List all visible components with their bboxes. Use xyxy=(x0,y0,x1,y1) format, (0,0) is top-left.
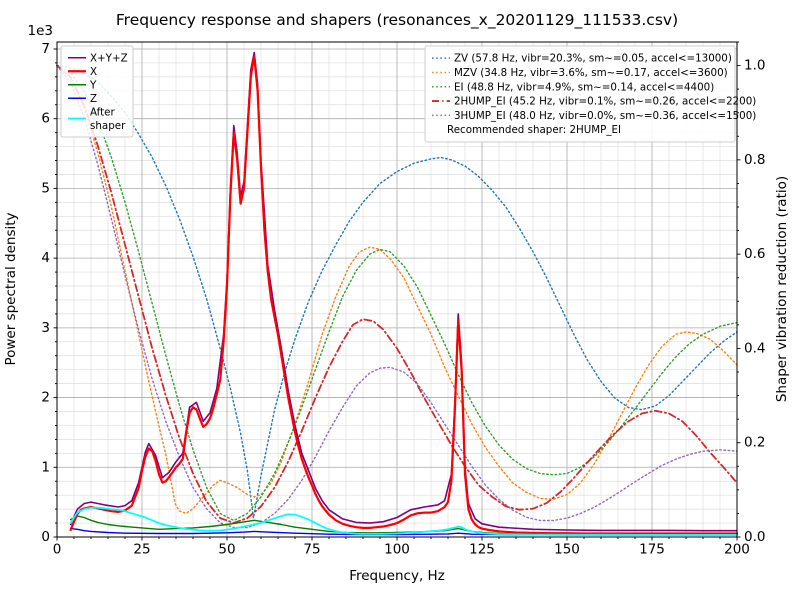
y-tick-label-left: 1 xyxy=(41,459,50,475)
x-tick-label: 175 xyxy=(639,542,665,558)
series-ei xyxy=(56,64,738,522)
x-tick-label: 150 xyxy=(554,542,580,558)
legend-label-mzv: MZV (34.8 Hz, vibr=3.6%, sm~=0.17, accel… xyxy=(454,67,728,79)
y-tick-label-right: 1.0 xyxy=(744,58,765,74)
y-tick-label-left: 5 xyxy=(41,180,50,196)
y-tick-label-left: 3 xyxy=(41,320,50,336)
legend-label-y: Y xyxy=(89,79,97,91)
chart-title: Frequency response and shapers (resonanc… xyxy=(116,11,678,30)
y-tick-label-left: 6 xyxy=(41,111,50,127)
series-after-shaper xyxy=(69,506,738,536)
legend-label-ei: EI (48.8 Hz, vibr=4.9%, sm~=0.14, accel<… xyxy=(454,81,714,93)
y-axis-right-label: Shaper vibration reduction (ratio) xyxy=(774,176,790,402)
legend-shapers-frame xyxy=(424,45,736,143)
legend-label-xyz: X+Y+Z xyxy=(90,52,128,64)
y-axis-offset-text: 1e3 xyxy=(28,23,53,39)
chart-root: 0 25 50 75 100 125 150 175 200 0 1 2 3 4 5 6 7 0.0 0.2 0.4 0… xyxy=(41,41,765,558)
x-tick-label: 200 xyxy=(724,542,750,558)
y-tick-label-left: 0 xyxy=(41,529,50,545)
x-tick-label: 125 xyxy=(469,542,495,558)
legend-label-x: X xyxy=(90,66,97,78)
y-tick-label-right: 0.2 xyxy=(744,435,765,451)
legend-label-after-shaper: shaper xyxy=(90,120,126,132)
y-axis-left-label: Power spectral density xyxy=(3,212,19,365)
series-3hump-ei xyxy=(56,64,738,529)
legend-psd-frame xyxy=(60,45,134,138)
x-tick-label: 75 xyxy=(303,542,320,558)
series-zv xyxy=(56,64,738,519)
x-axis-label: Frequency, Hz xyxy=(349,568,445,584)
y-tick-label-left: 4 xyxy=(41,250,50,266)
x-tick-label: 50 xyxy=(218,542,235,558)
x-tick-label: 100 xyxy=(384,542,410,558)
legend-label-3hump-ei: 3HUMP_EI (48.0 Hz, vibr=0.0%, sm~=0.36, … xyxy=(454,110,756,122)
y-tick-label-right: 0.0 xyxy=(744,529,765,545)
series-2hump-ei xyxy=(56,64,738,524)
legend-shapers: ZV (57.8 Hz, vibr=20.3%, sm~=0.05, accel… xyxy=(424,45,756,143)
series-mzv xyxy=(56,64,738,515)
y-tick-label-right: 0.8 xyxy=(744,152,765,168)
tick-labels: 0 25 50 75 100 125 150 175 200 0 1 2 3 4 5 6 7 0.0 0.2 0.4 0… xyxy=(41,41,765,558)
series-layer xyxy=(56,51,739,536)
series-z xyxy=(69,527,738,536)
legend-label-2hump-ei: 2HUMP_EI (45.2 Hz, vibr=0.1%, sm~=0.26, … xyxy=(454,96,756,108)
x-tick-label: 0 xyxy=(53,542,62,558)
legend-label-z: Z xyxy=(90,93,97,105)
y-tick-label-left: 7 xyxy=(41,41,50,57)
legend-label-after-shaper: After xyxy=(90,106,115,118)
x-tick-label: 25 xyxy=(133,542,150,558)
legend-label-zv: ZV (57.8 Hz, vibr=20.3%, sm~=0.05, accel… xyxy=(454,53,732,65)
y-tick-label-right: 0.6 xyxy=(744,246,765,262)
y-tick-label-left: 2 xyxy=(41,390,50,406)
y-tick-label-right: 0.4 xyxy=(744,340,765,356)
legend-note: Recommended shaper: 2HUMP_EI xyxy=(447,124,621,136)
ticks xyxy=(53,41,741,541)
series-x xyxy=(69,54,739,535)
